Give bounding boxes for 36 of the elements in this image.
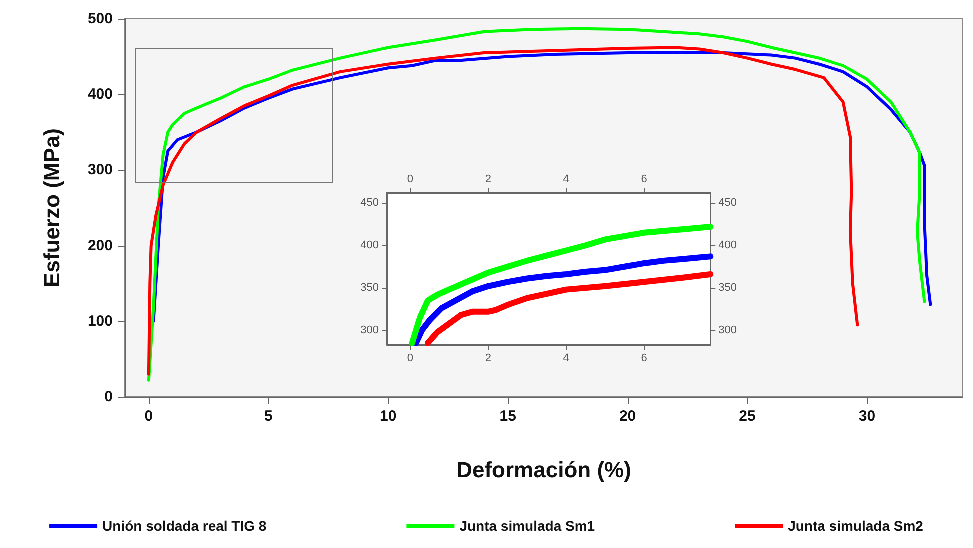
- legend-label: Unión soldada real TIG 8: [102, 518, 267, 534]
- x-tick-label: 20: [619, 408, 636, 425]
- x2-tick-label: 4: [563, 174, 570, 186]
- x-tick-label: 30: [858, 408, 876, 425]
- line-series: [147, 46, 860, 376]
- legend-label: Junta simulada Sm2: [788, 518, 924, 534]
- x2-tick-label: 0: [407, 174, 414, 186]
- y-tick-label: 200: [88, 237, 113, 254]
- x-tick-label: 25: [739, 408, 756, 425]
- y-tick-label: 500: [88, 10, 113, 28]
- line-series: [147, 27, 926, 382]
- y-tick-label: 400: [360, 240, 379, 252]
- x-tick-label: 6: [641, 352, 648, 364]
- y-tick-label: 100: [88, 312, 113, 330]
- legend-label: Junta simulada Sm1: [460, 518, 596, 534]
- y2-tick-label: 350: [718, 282, 738, 294]
- y2-tick-label: 400: [718, 240, 738, 252]
- x-tick-label: 5: [264, 408, 273, 425]
- x-tick-label: 4: [563, 352, 570, 364]
- y-tick-label: 0: [104, 388, 113, 406]
- x2-tick-label: 2: [485, 174, 492, 186]
- y2-tick-label: 450: [718, 197, 738, 210]
- y2-tick-label: 300: [718, 324, 738, 337]
- x-tick-label: 2: [485, 352, 492, 364]
- y-axis-title: Esfuerzo (MPa): [40, 128, 64, 288]
- x2-tick-label: 6: [641, 174, 648, 186]
- y-tick-label: 450: [360, 197, 379, 210]
- y-tick-label: 300: [88, 162, 113, 179]
- x-tick-label: 0: [407, 352, 414, 364]
- y-tick-label: 400: [88, 86, 113, 104]
- x-tick-label: 0: [144, 408, 154, 425]
- x-tick-label: 15: [500, 408, 516, 425]
- x-tick-label: 10: [380, 408, 397, 425]
- x-axis-title: Deformación (%): [456, 458, 632, 482]
- y-tick-label: 300: [360, 324, 379, 337]
- y-tick-label: 350: [360, 282, 379, 294]
